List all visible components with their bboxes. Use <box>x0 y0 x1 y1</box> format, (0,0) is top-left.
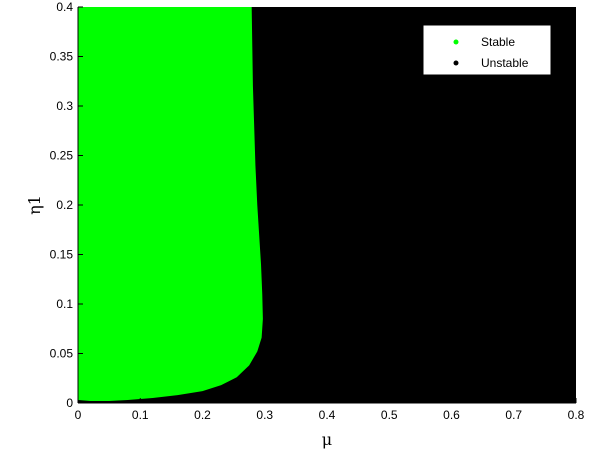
x-tick-label: 0.8 <box>568 408 585 422</box>
x-axis-label: μ <box>322 430 332 449</box>
y-tick-label: 0.2 <box>56 198 73 212</box>
y-axis-ticks: 0 0.05 0.1 0.15 0.2 0.25 0.3 0.35 0.4 <box>50 0 83 410</box>
y-tick-label: 0.05 <box>50 347 74 361</box>
x-tick-label: 0.5 <box>381 408 398 422</box>
y-tick-label: 0.1 <box>56 297 73 311</box>
x-tick-label: 0.1 <box>132 408 149 422</box>
x-tick-label: 0.3 <box>256 408 273 422</box>
y-tick-label: 0.3 <box>56 99 73 113</box>
legend-marker-unstable <box>453 60 459 66</box>
y-tick-label: 0 <box>66 396 73 410</box>
y-tick-label: 0.4 <box>56 0 73 14</box>
y-axis-label: η1 <box>25 195 44 215</box>
y-tick-label: 0.15 <box>50 248 74 262</box>
x-tick-label: 0.7 <box>505 408 522 422</box>
y-tick-label: 0.25 <box>50 149 74 163</box>
x-axis-ticks: 0 0.1 0.2 0.3 0.4 0.5 0.6 0.7 0.8 <box>75 398 585 422</box>
x-tick-label: 0 <box>75 408 82 422</box>
legend-label-unstable: Unstable <box>481 56 529 70</box>
legend-box <box>422 24 552 76</box>
x-tick-label: 0.4 <box>319 408 336 422</box>
y-tick-label: 0.35 <box>50 50 74 64</box>
stable-region <box>78 7 263 402</box>
legend: Stable Unstable <box>422 24 552 76</box>
x-tick-label: 0.2 <box>194 408 211 422</box>
x-tick-label: 0.6 <box>443 408 460 422</box>
legend-marker-stable <box>453 39 459 45</box>
legend-label-stable: Stable <box>481 35 515 49</box>
